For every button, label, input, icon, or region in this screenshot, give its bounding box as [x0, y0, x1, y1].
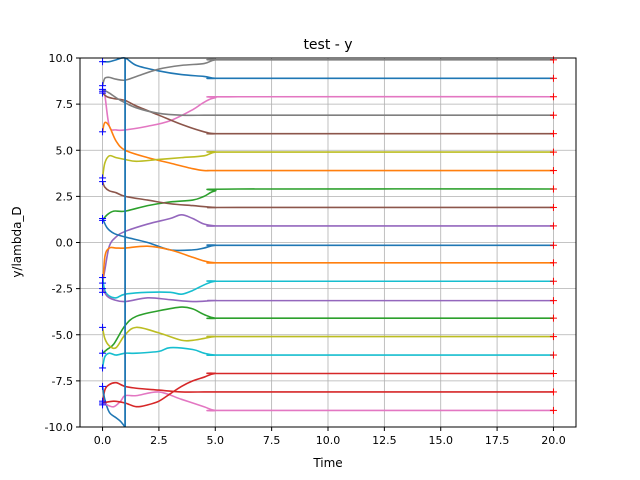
y-tick-label: -2.5: [52, 283, 73, 296]
end-marker: [549, 259, 557, 267]
series-line-8: [101, 188, 554, 221]
end-marker: [549, 314, 557, 322]
end-marker: [549, 333, 557, 341]
end-marker: [549, 167, 557, 175]
x-tick-label: 12.5: [372, 434, 397, 447]
chart-title: test - y: [303, 37, 352, 53]
end-marker: [549, 185, 557, 193]
end-marker: [549, 93, 557, 101]
series-line-1: [102, 56, 554, 80]
series-line-18: [101, 381, 554, 405]
y-tick-label: -5.0: [52, 329, 73, 342]
series-line-16: [101, 326, 554, 350]
start-marker: [99, 364, 107, 372]
start-marker: [99, 58, 107, 66]
y-tick-label: 10.0: [49, 52, 74, 65]
y-tick-label: 7.5: [56, 98, 74, 111]
start-marker: [99, 399, 107, 407]
start-marker: [99, 349, 107, 357]
series-line-12: [101, 245, 554, 293]
series-line-6: [101, 121, 554, 172]
end-marker: [549, 222, 557, 230]
y-axis-ticks: 10.0 7.5 5.0 2.5 0.0 -2.5 -5.0 -7.5 -10.0: [45, 52, 80, 434]
x-tick-label: 2.5: [150, 434, 168, 447]
start-marker: [99, 285, 107, 293]
x-tick-label: 17.5: [485, 434, 510, 447]
start-marker: [99, 178, 107, 186]
end-marker: [549, 148, 557, 156]
series-line-11: [101, 218, 554, 252]
end-marker: [549, 388, 557, 396]
series-line-7: [101, 151, 554, 179]
x-tick-label: 7.5: [263, 434, 281, 447]
plot-area: [101, 56, 554, 428]
series-line-15: [102, 306, 554, 354]
series-line-9: [101, 181, 554, 209]
end-marker: [549, 111, 557, 119]
end-marker: [549, 369, 557, 377]
end-marker: [549, 74, 557, 82]
series-line-21: [102, 372, 554, 408]
y-tick-label: -7.5: [52, 375, 73, 388]
end-marker: [549, 203, 557, 211]
series-line-14: [101, 288, 554, 303]
x-tick-label: 15.0: [428, 434, 453, 447]
end-marker: [549, 406, 557, 414]
series-line-19: [101, 386, 126, 428]
start-marker: [99, 323, 107, 331]
series-line-10: [101, 214, 554, 284]
end-marker: [549, 130, 557, 138]
x-tick-label: 10.0: [316, 434, 341, 447]
start-marker: [99, 382, 107, 390]
end-marker: [549, 241, 557, 249]
series-line-2: [101, 58, 554, 86]
series-line-4: [102, 92, 554, 135]
y-tick-label: 5.0: [56, 144, 74, 157]
end-marker: [549, 351, 557, 359]
start-marker: [99, 128, 107, 136]
y-axis-label: y/lambda_D: [10, 206, 24, 277]
series-line-17: [101, 346, 554, 369]
series-line-13: [101, 277, 554, 299]
y-tick-label: 2.5: [56, 190, 74, 203]
y-tick-label: -10.0: [45, 421, 73, 434]
series-line-5: [102, 88, 554, 117]
x-axis-ticks: 0.0 2.5 5.0 7.5 10.0 12.5 15.0 17.5 20.0: [94, 427, 566, 447]
x-tick-label: 0.0: [94, 434, 112, 447]
data-markers: [99, 56, 557, 414]
start-marker: [99, 85, 107, 93]
x-tick-label: 5.0: [207, 434, 225, 447]
end-marker: [549, 277, 557, 285]
start-marker: [99, 274, 107, 282]
start-marker: [99, 215, 107, 223]
x-tick-label: 20.0: [541, 434, 566, 447]
y-tick-label: 0.0: [56, 237, 74, 250]
x-axis-label: Time: [312, 456, 342, 470]
end-marker: [549, 297, 557, 305]
series-line-20: [102, 391, 554, 412]
